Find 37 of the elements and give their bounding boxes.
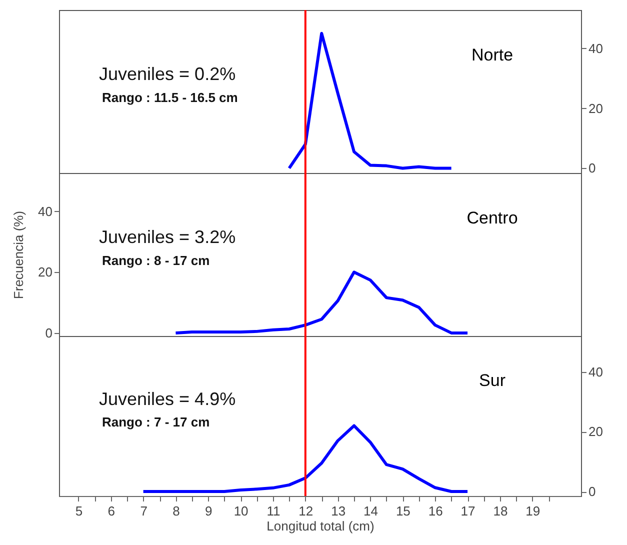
annotation: Rango : 7 - 17 cm — [102, 414, 210, 430]
y-tick-label: 40 — [588, 40, 603, 56]
y-tick-label: 40 — [38, 204, 52, 219]
x-tick-label: 11 — [266, 504, 280, 518]
x-tick-label: 19 — [526, 504, 540, 518]
annotation: Juveniles = 3.2% — [99, 227, 236, 248]
y-tick-label: 0 — [45, 325, 52, 340]
text: Sur — [479, 370, 506, 390]
y-tick-label: 40 — [588, 364, 603, 380]
x-tick-label: 12 — [298, 504, 314, 518]
x-tick-label: 8 — [172, 504, 180, 518]
x-tick-label: 17 — [460, 504, 476, 518]
x-tick-label: 10 — [234, 504, 248, 518]
line-series — [174, 270, 470, 334]
y-tick-label: 20 — [588, 100, 603, 116]
y-tick-label: 0 — [588, 160, 596, 176]
annotation: Rango : 11.5 - 16.5 cm — [102, 90, 238, 106]
x-tick-label: 5 — [75, 504, 83, 518]
x-tick-label: 7 — [140, 504, 148, 518]
y-tick-label: 0 — [588, 484, 596, 500]
x-tick-label: 18 — [493, 504, 508, 518]
x-tick-label: 13 — [331, 504, 346, 518]
annotation: Rango : 8 - 17 cm — [102, 253, 210, 268]
annotation: Juveniles = 0.2% — [99, 64, 236, 84]
text: Centro — [466, 208, 518, 228]
line-series — [288, 32, 453, 170]
y-tick-label: 20 — [588, 424, 603, 440]
y-tick-label: 20 — [38, 264, 52, 280]
x-tick-label: 6 — [108, 504, 115, 518]
x-tick-label: 15 — [396, 504, 410, 518]
annotation: Juveniles = 4.9% — [99, 389, 236, 409]
x-tick-label: 16 — [428, 504, 443, 518]
x-axis-title: Longitud total (cm) — [266, 518, 374, 534]
x-tick-label: 14 — [364, 504, 378, 518]
y-axis-title: Frecuencia (%) — [11, 210, 26, 300]
text: Norte — [471, 46, 514, 65]
x-tick-label: 9 — [205, 504, 212, 518]
